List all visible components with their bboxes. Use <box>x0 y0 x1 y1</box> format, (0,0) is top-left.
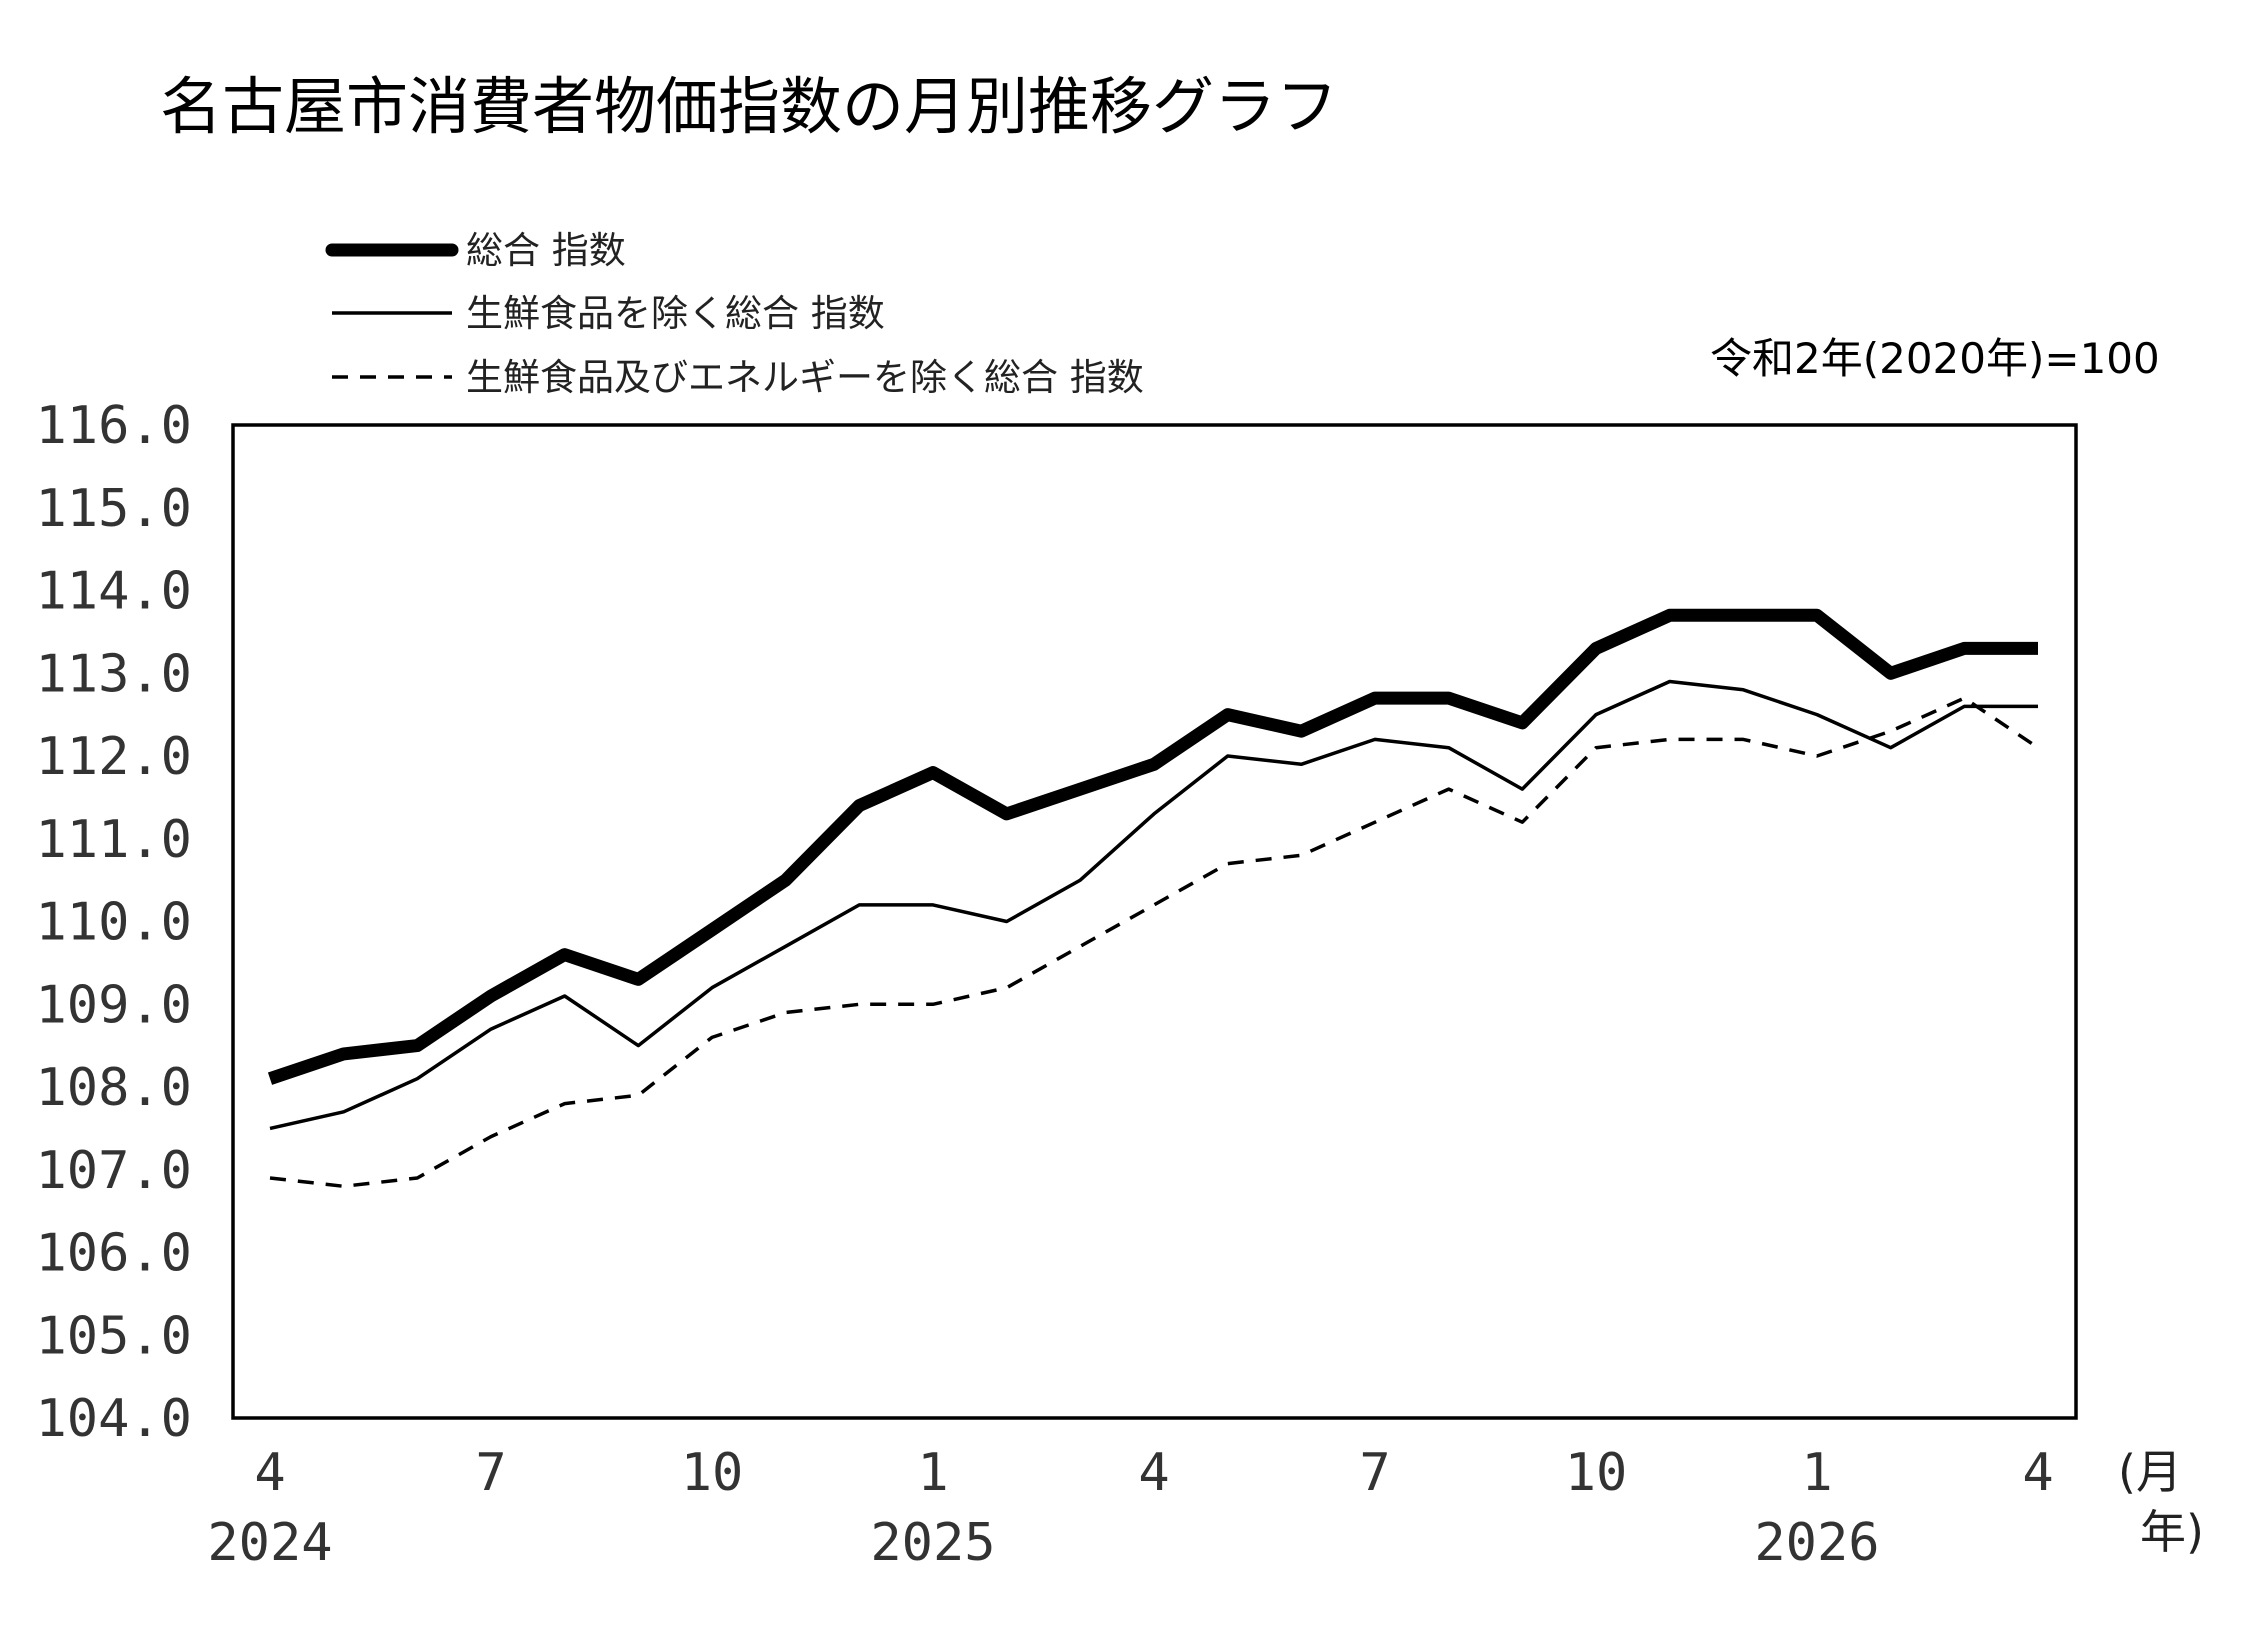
y-tick-label: 110.0 <box>35 893 192 953</box>
y-tick-label: 104.0 <box>35 1389 192 1449</box>
y-tick-label: 114.0 <box>35 562 192 622</box>
series-layer <box>267 608 2039 1189</box>
y-tick-label: 107.0 <box>35 1141 192 1201</box>
x-tick-year-label: 2025 <box>870 1513 995 1573</box>
x-tick-month-label: 1 <box>917 1443 948 1503</box>
x-tick-year-label: 2024 <box>207 1513 332 1573</box>
x-tick-month-label: 4 <box>2022 1443 2053 1503</box>
y-axis: 104.0 105.0 106.0 107.0 108.0 109.0 110.0 111.0… <box>35 396 192 1449</box>
legend-label-1: 総合 指数 <box>466 229 626 272</box>
x-unit-year-label: 年) <box>2140 1505 2204 1559</box>
x-tick-month-label: 4 <box>1138 1443 1169 1503</box>
series-line-3 <box>269 696 2039 1189</box>
x-tick-month-label: 7 <box>475 1443 506 1503</box>
y-tick-label: 116.0 <box>35 396 192 456</box>
x-tick-year-label: 2026 <box>1754 1513 1879 1573</box>
x-tick-month-label: 4 <box>254 1443 285 1503</box>
base-year-note: 令和2年(2020年)=100 <box>1710 334 2160 383</box>
y-tick-label: 113.0 <box>35 644 192 704</box>
y-tick-label: 105.0 <box>35 1306 192 1366</box>
series-line-2 <box>269 679 2038 1131</box>
y-tick-label: 108.0 <box>35 1058 192 1118</box>
plot-area-frame <box>231 423 2078 1420</box>
legend-label-2: 生鮮食品を除く総合 指数 <box>466 292 885 335</box>
y-tick-label: 115.0 <box>35 479 192 539</box>
y-tick-label: 109.0 <box>35 975 192 1035</box>
x-axis: 4 7 10 1 4 7 10 1 4 2024 2025 2026 <box>207 1443 2053 1573</box>
x-tick-month-label: 10 <box>1565 1443 1628 1503</box>
y-tick-label: 111.0 <box>35 810 192 870</box>
x-tick-month-label: 7 <box>1359 1443 1390 1503</box>
y-tick-label: 112.0 <box>35 727 192 787</box>
x-unit-month-label: (月 <box>2118 1445 2182 1499</box>
legend-label-3: 生鮮食品及びエネルギーを除く総合 指数 <box>466 356 1144 399</box>
chart-title: 名古屋市消費者物価指数の月別推移グラフ <box>160 70 1338 143</box>
x-tick-month-label: 1 <box>1801 1443 1832 1503</box>
x-tick-month-label: 10 <box>681 1443 744 1503</box>
y-tick-label: 106.0 <box>35 1224 192 1284</box>
series-line-1 <box>267 608 2038 1085</box>
